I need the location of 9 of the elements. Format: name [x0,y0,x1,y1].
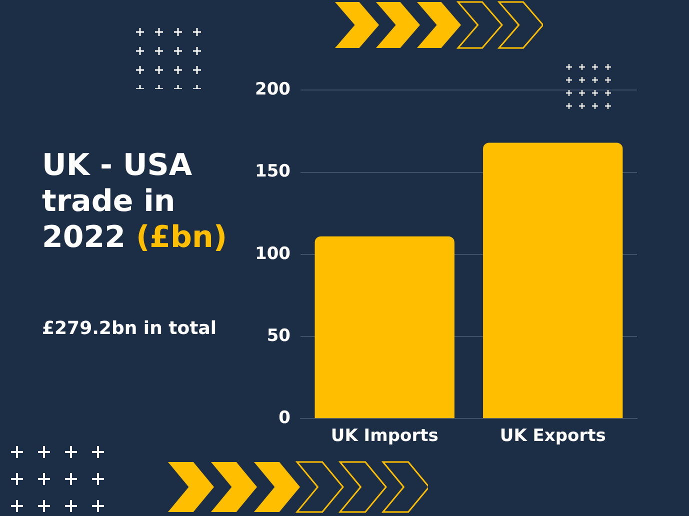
y-tick-label: 200 [254,80,291,100]
x-tick-label: UK Exports [500,426,606,446]
y-tick-label: 0 [278,408,291,428]
y-tick-label: 50 [266,326,291,346]
x-tick-label: UK Imports [330,426,438,446]
text: £279.2bn in total [42,318,217,339]
y-tick-label: 150 [254,162,291,182]
y-axis-title: (£bn) [136,220,228,255]
y-tick-label: 100 [254,244,291,264]
